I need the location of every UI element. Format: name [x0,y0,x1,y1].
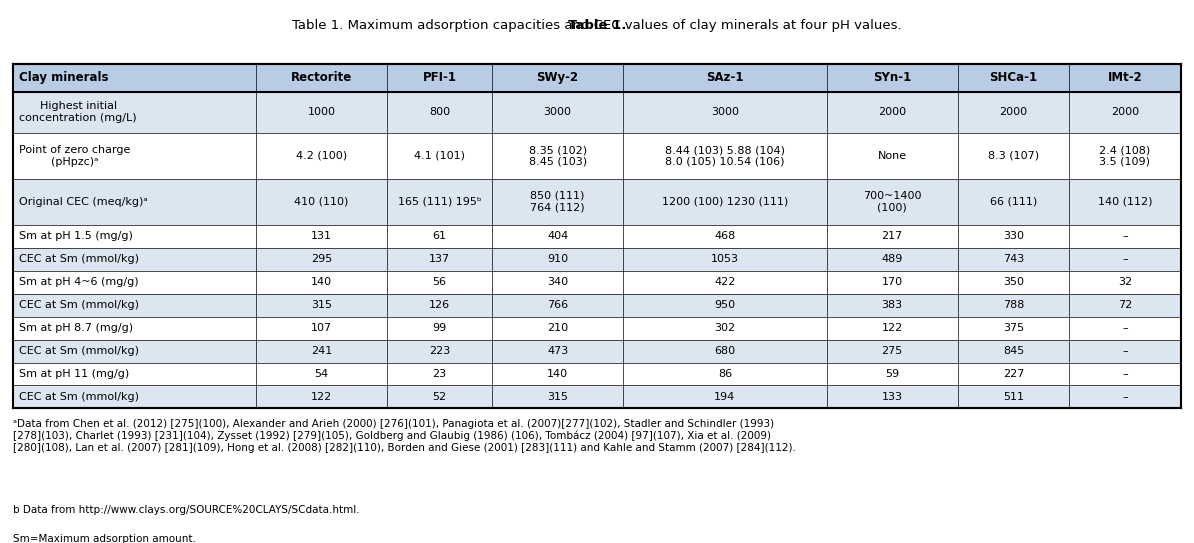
Text: Table 1. Maximum adsorption capacities and CEC values of clay minerals at four p: Table 1. Maximum adsorption capacities a… [293,19,901,32]
Bar [623,133,826,179]
Text: Sm at pH 11 (mg/g): Sm at pH 11 (mg/g) [19,369,129,379]
Bar [1069,270,1181,294]
Text: CEC at Sm (mmol/kg): CEC at Sm (mmol/kg) [19,392,140,402]
Bar [958,179,1069,225]
Bar [387,386,492,408]
Text: 133: 133 [881,392,903,402]
Bar [256,339,387,363]
Text: Sm at pH 8.7 (mg/g): Sm at pH 8.7 (mg/g) [19,323,134,333]
Text: 850 (111)
764 (112): 850 (111) 764 (112) [530,191,585,212]
Text: 383: 383 [881,300,903,310]
Bar [256,248,387,270]
Text: 165 (111) 195ᵇ: 165 (111) 195ᵇ [398,197,481,207]
Text: –: – [1122,392,1128,402]
Bar [623,64,826,92]
Text: 122: 122 [310,392,332,402]
Bar [13,133,256,179]
Text: 137: 137 [429,254,450,264]
Text: 766: 766 [547,300,568,310]
Text: 140: 140 [310,277,332,287]
Bar [623,294,826,317]
Text: 950: 950 [714,300,736,310]
Text: Clay minerals: Clay minerals [19,71,109,84]
Bar [492,92,623,133]
Bar [13,339,256,363]
Text: 4.2 (100): 4.2 (100) [296,151,347,161]
Bar [1069,225,1181,248]
Text: Sm at pH 4~6 (mg/g): Sm at pH 4~6 (mg/g) [19,277,139,287]
Bar [492,225,623,248]
Bar [623,339,826,363]
Bar [256,317,387,339]
Text: 72: 72 [1118,300,1132,310]
Text: 422: 422 [714,277,736,287]
Text: 54: 54 [314,369,328,379]
Bar [1069,64,1181,92]
Bar [958,270,1069,294]
Text: 227: 227 [1003,369,1024,379]
Bar [387,270,492,294]
Text: 32: 32 [1118,277,1132,287]
Text: 61: 61 [432,231,447,241]
Text: Table 1.: Table 1. [568,19,626,32]
Text: Original CEC (meq/kg)ᵃ: Original CEC (meq/kg)ᵃ [19,197,148,207]
Bar [492,339,623,363]
Bar [387,363,492,386]
Text: 2000: 2000 [999,107,1028,117]
Text: 241: 241 [310,346,332,356]
Text: 315: 315 [312,300,332,310]
Bar [256,363,387,386]
Text: 8.35 (102)
8.45 (103): 8.35 (102) 8.45 (103) [529,145,586,167]
Bar [826,248,958,270]
Bar [1069,179,1181,225]
Bar [826,339,958,363]
Text: 1053: 1053 [710,254,739,264]
Text: 4.1 (101): 4.1 (101) [414,151,466,161]
Text: 800: 800 [429,107,450,117]
Text: 59: 59 [885,369,899,379]
Bar [492,133,623,179]
Bar [492,179,623,225]
Text: 170: 170 [881,277,903,287]
Text: 275: 275 [881,346,903,356]
Bar [492,248,623,270]
Text: 23: 23 [432,369,447,379]
Text: 223: 223 [429,346,450,356]
Text: 86: 86 [718,369,732,379]
Bar [387,133,492,179]
Bar [958,363,1069,386]
Text: b Data from http://www.clays.org/SOURCE%20CLAYS/SCdata.html.: b Data from http://www.clays.org/SOURCE%… [13,505,359,515]
Bar [387,317,492,339]
Bar [958,317,1069,339]
Bar [1069,248,1181,270]
Bar [13,179,256,225]
Text: 56: 56 [432,277,447,287]
Text: 1200 (100) 1230 (111): 1200 (100) 1230 (111) [661,197,788,207]
Bar [1069,363,1181,386]
Bar [1069,339,1181,363]
Bar [1069,133,1181,179]
Bar [387,339,492,363]
Text: 107: 107 [310,323,332,333]
Text: 140 (112): 140 (112) [1097,197,1152,207]
Bar [13,92,256,133]
Bar [492,64,623,92]
Bar [826,64,958,92]
Text: 489: 489 [881,254,903,264]
Text: 131: 131 [312,231,332,241]
Text: None: None [878,151,906,161]
Text: 3000: 3000 [543,107,572,117]
Bar [387,225,492,248]
Text: –: – [1122,254,1128,264]
Text: 700~1400
(100): 700~1400 (100) [863,191,922,212]
Bar [826,363,958,386]
Text: Highest initial
concentration (mg/L): Highest initial concentration (mg/L) [19,102,137,123]
Bar [256,92,387,133]
Text: SHCa-1: SHCa-1 [990,71,1038,84]
Bar [826,294,958,317]
Bar [958,294,1069,317]
Text: Sm=Maximum adsorption amount.: Sm=Maximum adsorption amount. [13,534,196,543]
Bar [826,270,958,294]
Text: IMt-2: IMt-2 [1108,71,1143,84]
Bar [1069,386,1181,408]
